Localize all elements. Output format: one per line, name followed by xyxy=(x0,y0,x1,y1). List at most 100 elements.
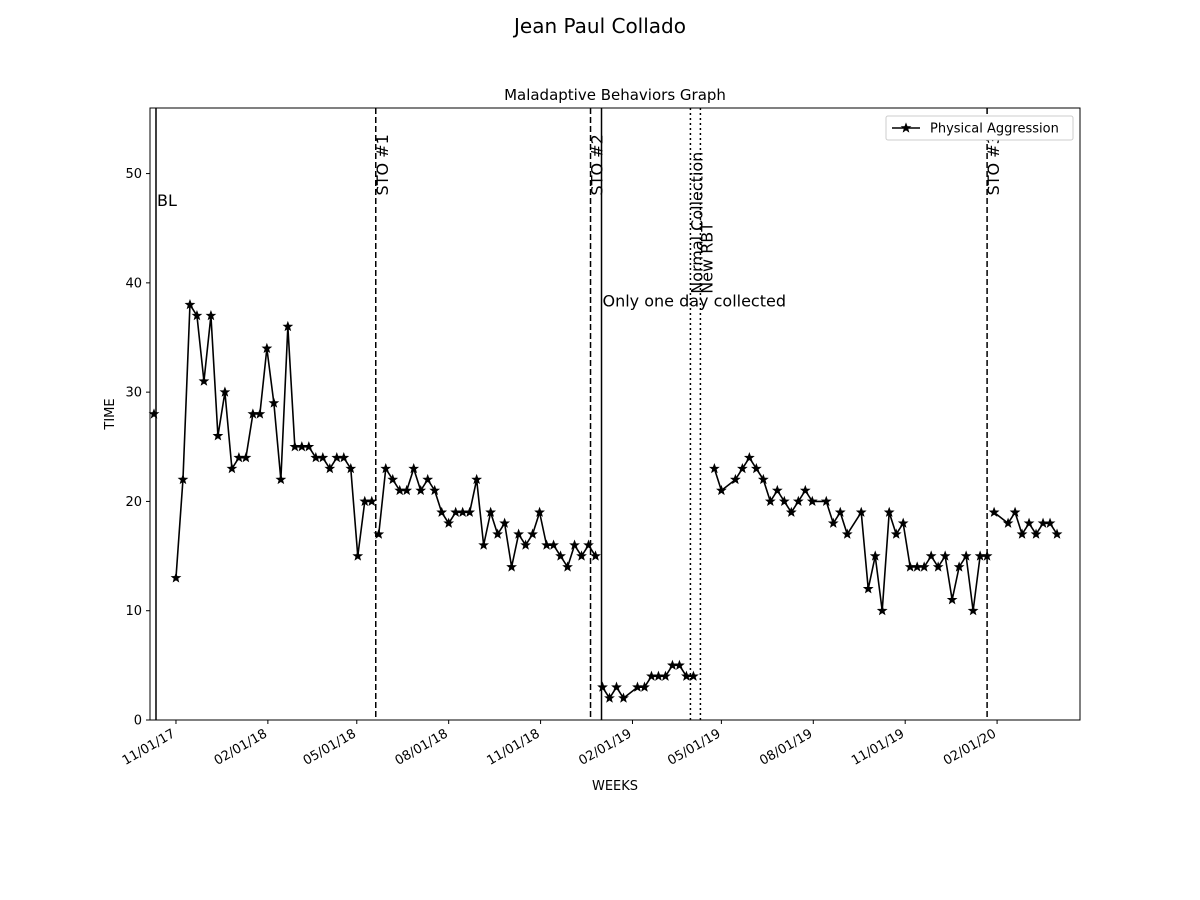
data-point xyxy=(240,452,252,463)
phase-lines: BL STO #1 STO #2 Only one day collectedNorm… xyxy=(155,108,1003,720)
data-point xyxy=(1044,517,1056,528)
data-point xyxy=(750,462,762,474)
data-point xyxy=(436,506,448,517)
data-point xyxy=(492,528,504,539)
data-point xyxy=(408,462,420,474)
phase-line-label: Only one day collected xyxy=(603,291,787,310)
data-point xyxy=(275,473,287,485)
data-point xyxy=(729,473,741,485)
data-point xyxy=(148,408,160,419)
legend: Physical Aggression xyxy=(885,115,1074,141)
figure-suptitle: Jean Paul Collado xyxy=(513,14,686,38)
data-point xyxy=(820,495,832,507)
phase-line-label: BL xyxy=(157,191,177,210)
x-tick-label: 11/01/17 xyxy=(120,726,178,768)
data-point xyxy=(562,561,573,572)
data-point xyxy=(757,473,769,485)
data-point xyxy=(932,561,944,572)
data-point xyxy=(653,670,664,681)
data-point xyxy=(667,659,678,670)
data-point xyxy=(883,506,895,517)
data-point xyxy=(771,484,783,496)
data-point xyxy=(317,452,329,463)
y-tick-label: 50 xyxy=(125,167,142,182)
data-point xyxy=(541,539,552,550)
x-tick-label: 02/01/19 xyxy=(576,726,634,768)
data-point xyxy=(1051,528,1063,539)
data-point xyxy=(1009,506,1021,517)
data-point xyxy=(478,539,490,550)
series-line xyxy=(377,467,597,568)
series-line xyxy=(713,456,988,612)
data-point xyxy=(261,342,273,354)
data-point xyxy=(764,495,776,507)
data-point xyxy=(709,462,720,474)
x-axis: 11/01/17 02/01/18 05/01/18 08/01/18 11/01/18… xyxy=(120,720,999,769)
data-point xyxy=(904,561,916,572)
data-point xyxy=(946,594,958,605)
x-tick-label: 11/01/18 xyxy=(485,726,543,768)
data-point xyxy=(688,670,699,681)
series-line xyxy=(601,664,694,699)
data-point xyxy=(967,605,979,616)
data-point xyxy=(918,561,930,572)
x-tick-label: 05/01/18 xyxy=(301,726,359,768)
y-tick-label: 20 xyxy=(125,495,142,510)
data-point xyxy=(352,550,364,561)
phase-line-label: STO #1 xyxy=(373,134,392,195)
data-point xyxy=(380,462,392,474)
legend-marker-star xyxy=(900,122,912,133)
data-point xyxy=(890,528,902,539)
data-point xyxy=(583,539,594,550)
data-point xyxy=(513,528,524,539)
data-point xyxy=(338,452,350,463)
data-point xyxy=(743,452,755,463)
data-point xyxy=(569,539,580,550)
data-point xyxy=(401,484,413,496)
x-tick-label: 05/01/19 xyxy=(665,726,723,768)
data-point xyxy=(925,550,937,561)
phase-line-label: STO #3 xyxy=(984,134,1003,195)
data-point xyxy=(834,506,846,517)
data-point xyxy=(296,441,308,452)
data-point xyxy=(373,528,385,539)
data-point xyxy=(310,452,322,463)
data-point xyxy=(429,484,441,496)
legend-frame xyxy=(885,115,1074,141)
data-point xyxy=(457,506,469,517)
series-line xyxy=(175,303,372,578)
data-point xyxy=(674,659,685,670)
data-point xyxy=(345,462,357,474)
phase-line-label: New RBT xyxy=(697,222,716,294)
data-point xyxy=(981,550,993,561)
data-point xyxy=(785,506,797,517)
data-point xyxy=(646,670,657,681)
data-point xyxy=(233,452,245,463)
data-point xyxy=(604,692,615,703)
data-point xyxy=(555,550,566,561)
x-tick-label: 08/01/18 xyxy=(393,726,451,768)
data-point xyxy=(219,386,231,397)
data-point xyxy=(170,572,182,583)
data-point xyxy=(1023,517,1035,528)
x-tick-label: 08/01/19 xyxy=(757,726,815,768)
data-point xyxy=(366,495,378,507)
data-point xyxy=(660,670,671,681)
phase-line-label: Normal Collection xyxy=(687,152,706,294)
data-point xyxy=(897,517,909,528)
data-point xyxy=(415,484,427,496)
y-tick-label: 30 xyxy=(125,386,142,401)
data-point xyxy=(806,495,818,507)
data-point xyxy=(485,506,497,517)
y-axis: 0 10 20 30 40 50 xyxy=(125,167,150,729)
data-point xyxy=(799,484,811,496)
data-point xyxy=(471,473,483,485)
data-point xyxy=(960,550,972,561)
data-point xyxy=(534,506,545,517)
data-point xyxy=(576,550,587,561)
data-point xyxy=(499,517,510,528)
data-point xyxy=(953,561,965,572)
data-point xyxy=(191,309,203,321)
chart-title: Maladaptive Behaviors Graph xyxy=(504,86,726,104)
series-layer xyxy=(148,299,1063,703)
